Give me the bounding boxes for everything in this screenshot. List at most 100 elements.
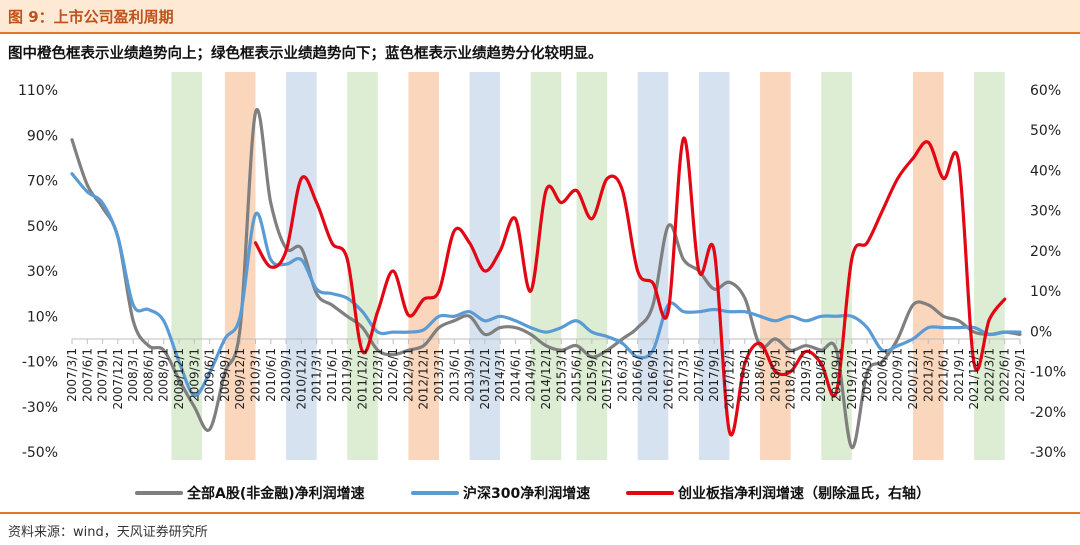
x-axis-tick-label: 2009/3/1 [187, 348, 201, 402]
x-axis-tick-label: 2019/9/1 [830, 348, 844, 402]
x-axis-tick-label: 2009/12/1 [233, 348, 247, 410]
shaded-band-green [576, 72, 608, 460]
x-axis-tick-label: 2020/6/1 [875, 348, 889, 402]
right-axis-tick-label: 10% [1030, 284, 1061, 300]
right-axis-tick-label: 50% [1030, 123, 1061, 139]
right-axis-tick-label: 60% [1030, 83, 1061, 99]
x-axis-tick-label: 2009/6/1 [203, 348, 217, 402]
left-axis-tick-label: -30% [22, 400, 58, 416]
x-axis-tick-label: 2021/6/1 [937, 348, 951, 402]
x-axis-tick-label: 2012/12/1 [417, 348, 431, 410]
x-axis-tick-label: 2021/3/1 [921, 348, 935, 402]
left-axis-tick-label: 110% [18, 83, 58, 99]
x-axis-tick-label: 2010/3/1 [248, 348, 262, 402]
chart-legend: 全部A股(非金融)净利润增速 沪深300净利润增速 创业板指净利润增速（剔除温氏，右… [135, 485, 930, 502]
x-axis-tick-label: 2014/12/1 [539, 348, 553, 410]
x-axis-tick-label: 2018/6/1 [753, 348, 767, 402]
x-axis-tick-label: 2013/6/1 [447, 348, 461, 402]
left-axis-tick-label: 70% [27, 174, 58, 190]
x-axis-tick-label: 2018/3/1 [738, 348, 752, 402]
series-line-1 [70, 108, 1022, 450]
x-axis-tick-label: 2015/9/1 [585, 348, 599, 402]
right-axis-tick-label: 40% [1030, 163, 1061, 179]
shaded-band-blue [637, 72, 669, 460]
x-axis-tick-label: 2020/9/1 [891, 348, 905, 402]
right-axis-tick-label: 0% [1030, 324, 1052, 340]
shaded-band-orange [408, 72, 439, 460]
x-axis-tick-label: 2017/12/1 [722, 348, 736, 410]
right-axis-tick-label: -10% [1030, 365, 1066, 381]
profit-cycle-chart: 110% 90% 70% 50% 30% 10% -10% -30% -50% 60% 50% 40… [18, 72, 1066, 502]
figure-subtitle: 图中橙色框表示业绩趋势向上；绿色框表示业绩趋势向下；蓝色框表示业绩趋势分化较明显… [8, 46, 603, 62]
x-axis-tick-label: 2019/3/1 [799, 348, 813, 402]
x-axis-tick-label: 2013/9/1 [463, 348, 477, 402]
left-axis-tick-label: 10% [27, 309, 58, 325]
x-axis-tick-label: 2011/9/1 [340, 348, 354, 402]
right-axis-tick-label: -30% [1030, 445, 1066, 461]
x-axis-tick-label: 2014/3/1 [493, 348, 507, 402]
left-axis-tick-label: -50% [22, 445, 58, 461]
x-axis-tick-label: 2013/12/1 [478, 348, 492, 410]
x-axis-tick-label: 2009/9/1 [218, 348, 232, 402]
x-axis-tick-label: 2019/6/1 [814, 348, 828, 402]
left-axis-tick-label: 30% [27, 264, 58, 280]
x-axis-tick-label: 2020/3/1 [860, 348, 874, 402]
figure-header: 图 9：上市公司盈利周期 [0, 0, 1080, 34]
x-axis-tick-label: 2008/9/1 [157, 348, 171, 402]
x-axis-tick-label: 2017/3/1 [677, 348, 691, 402]
left-axis-tick-label: -10% [22, 355, 58, 371]
x-axis-tick-label: 2007/6/1 [80, 348, 94, 402]
x-axis-tick-label: 2012/9/1 [401, 348, 415, 402]
x-axis-tick-label: 2015/12/1 [600, 348, 614, 410]
x-axis-tick-label: 2015/3/1 [554, 348, 568, 402]
x-axis-tick-label: 2007/12/1 [111, 348, 125, 410]
x-axis-labels: 2007/3/1 2007/6/1 2007/9/1 2007/12/1 2008/3/… [65, 348, 1027, 410]
series-line-2 [70, 172, 1022, 398]
x-axis-tick-label: 2011/3/1 [310, 348, 324, 402]
right-axis-labels: 60% 50% 40% 30% 20% 10% 0% -10% -20% -30% [1030, 83, 1066, 461]
x-axis-tick-label: 2011/12/1 [356, 348, 370, 410]
shaded-bands [171, 72, 1005, 460]
shaded-band-blue [469, 72, 501, 460]
x-axis-tick-label: 2016/6/1 [631, 348, 645, 402]
shaded-band-orange [224, 72, 256, 460]
left-axis-tick-label: 90% [27, 128, 58, 144]
shaded-band-blue [286, 72, 317, 460]
x-axis-tick-label: 2016/9/1 [646, 348, 660, 402]
x-axis-tick-label: 2008/12/1 [172, 348, 186, 410]
shaded-band-green [347, 72, 378, 460]
x-axis-tick-label: 2007/9/1 [96, 348, 110, 402]
x-tick-marks [71, 339, 1021, 344]
x-axis-tick-label: 2016/3/1 [615, 348, 629, 402]
legend-label-2: 沪深300净利润增速 [463, 485, 590, 502]
right-axis-tick-label: 30% [1030, 204, 1061, 220]
legend-label-3: 创业板指净利润增速（剔除温氏，右轴） [677, 485, 930, 502]
x-axis-tick-label: 2022/6/1 [998, 348, 1012, 402]
shaded-band-orange [912, 72, 944, 460]
footer-divider [0, 512, 1080, 514]
x-axis-tick-label: 2012/6/1 [386, 348, 400, 402]
right-axis-tick-label: 20% [1030, 244, 1061, 260]
x-axis-tick-label: 2017/6/1 [692, 348, 706, 402]
x-axis-tick-label: 2010/12/1 [294, 348, 308, 410]
x-axis-tick-label: 2014/9/1 [524, 348, 538, 402]
x-axis-tick-label: 2017/9/1 [707, 348, 721, 402]
x-axis-tick-label: 2013/3/1 [432, 348, 446, 402]
x-axis-tick-label: 2010/9/1 [279, 348, 293, 402]
series-line-3 [253, 136, 1007, 437]
x-axis-tick-label: 2008/3/1 [126, 348, 140, 402]
left-axis-labels: 110% 90% 70% 50% 30% 10% -10% -30% -50% [18, 83, 58, 461]
x-axis-tick-label: 2007/3/1 [65, 348, 79, 402]
x-axis-tick-label: 2021/9/1 [952, 348, 966, 402]
x-axis-tick-label: 2012/3/1 [371, 348, 385, 402]
legend-label-1: 全部A股(非金融)净利润增速 [186, 485, 365, 502]
left-axis-tick-label: 50% [27, 219, 58, 235]
x-axis-tick-label: 2022/3/1 [982, 348, 996, 402]
x-axis-tick-label: 2014/6/1 [508, 348, 522, 402]
series-lines [70, 108, 1022, 450]
x-axis-tick-label: 2021/12/1 [967, 348, 981, 410]
x-axis-tick-label: 2019/12/1 [845, 348, 859, 410]
x-axis-tick-label: 2022/9/1 [1013, 348, 1027, 402]
x-axis-tick-label: 2015/6/1 [570, 348, 584, 402]
figure-title: 图 9：上市公司盈利周期 [8, 8, 174, 26]
